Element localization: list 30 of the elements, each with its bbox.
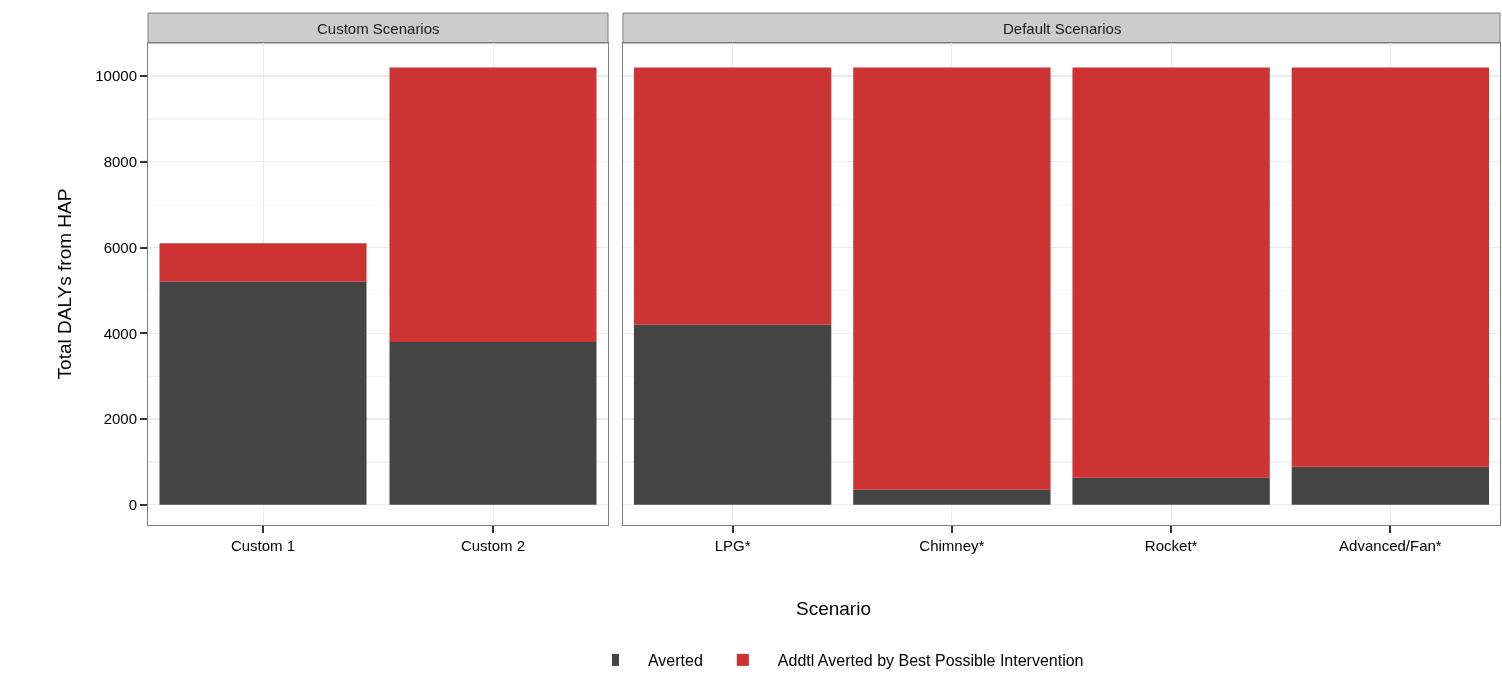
bar (159, 281, 367, 505)
y-tick-label: 2000 (103, 410, 137, 428)
chart-title: Custom Scenarios (317, 20, 440, 37)
bar (389, 341, 597, 505)
bar (853, 67, 1051, 490)
x-tick-label: Custom 1 (230, 537, 296, 554)
x-tick-label: Custom 2 (460, 537, 526, 554)
x-axis-title: Scenario (796, 598, 871, 619)
y-axis-title: Total DALYs from HAP (54, 188, 76, 380)
bar (1072, 477, 1270, 505)
x-tick-label: Chimney* (919, 537, 985, 554)
chart-title: Default Scenarios (1003, 20, 1122, 37)
x-tick-label: Advanced/Fan* (1339, 537, 1442, 554)
y-tick-label: 0 (128, 496, 137, 514)
x-tick-label: Rocket* (1144, 537, 1198, 554)
bar (633, 67, 832, 325)
bar (159, 243, 367, 282)
bar (1291, 466, 1490, 505)
legend-label: Averted (647, 652, 703, 670)
y-tick-label: 8000 (103, 153, 137, 171)
bar (1291, 67, 1490, 467)
y-tick-label: 4000 (103, 324, 137, 342)
y-tick-label: 6000 (103, 238, 137, 256)
x-tick-label: LPG* (714, 537, 751, 554)
bar (853, 489, 1051, 505)
legend-label: Addtl Averted by Best Possible Intervention (777, 652, 1084, 670)
bar (389, 67, 597, 342)
y-tick-label: 10000 (95, 67, 137, 85)
bar (633, 324, 832, 505)
bar (1072, 67, 1270, 478)
